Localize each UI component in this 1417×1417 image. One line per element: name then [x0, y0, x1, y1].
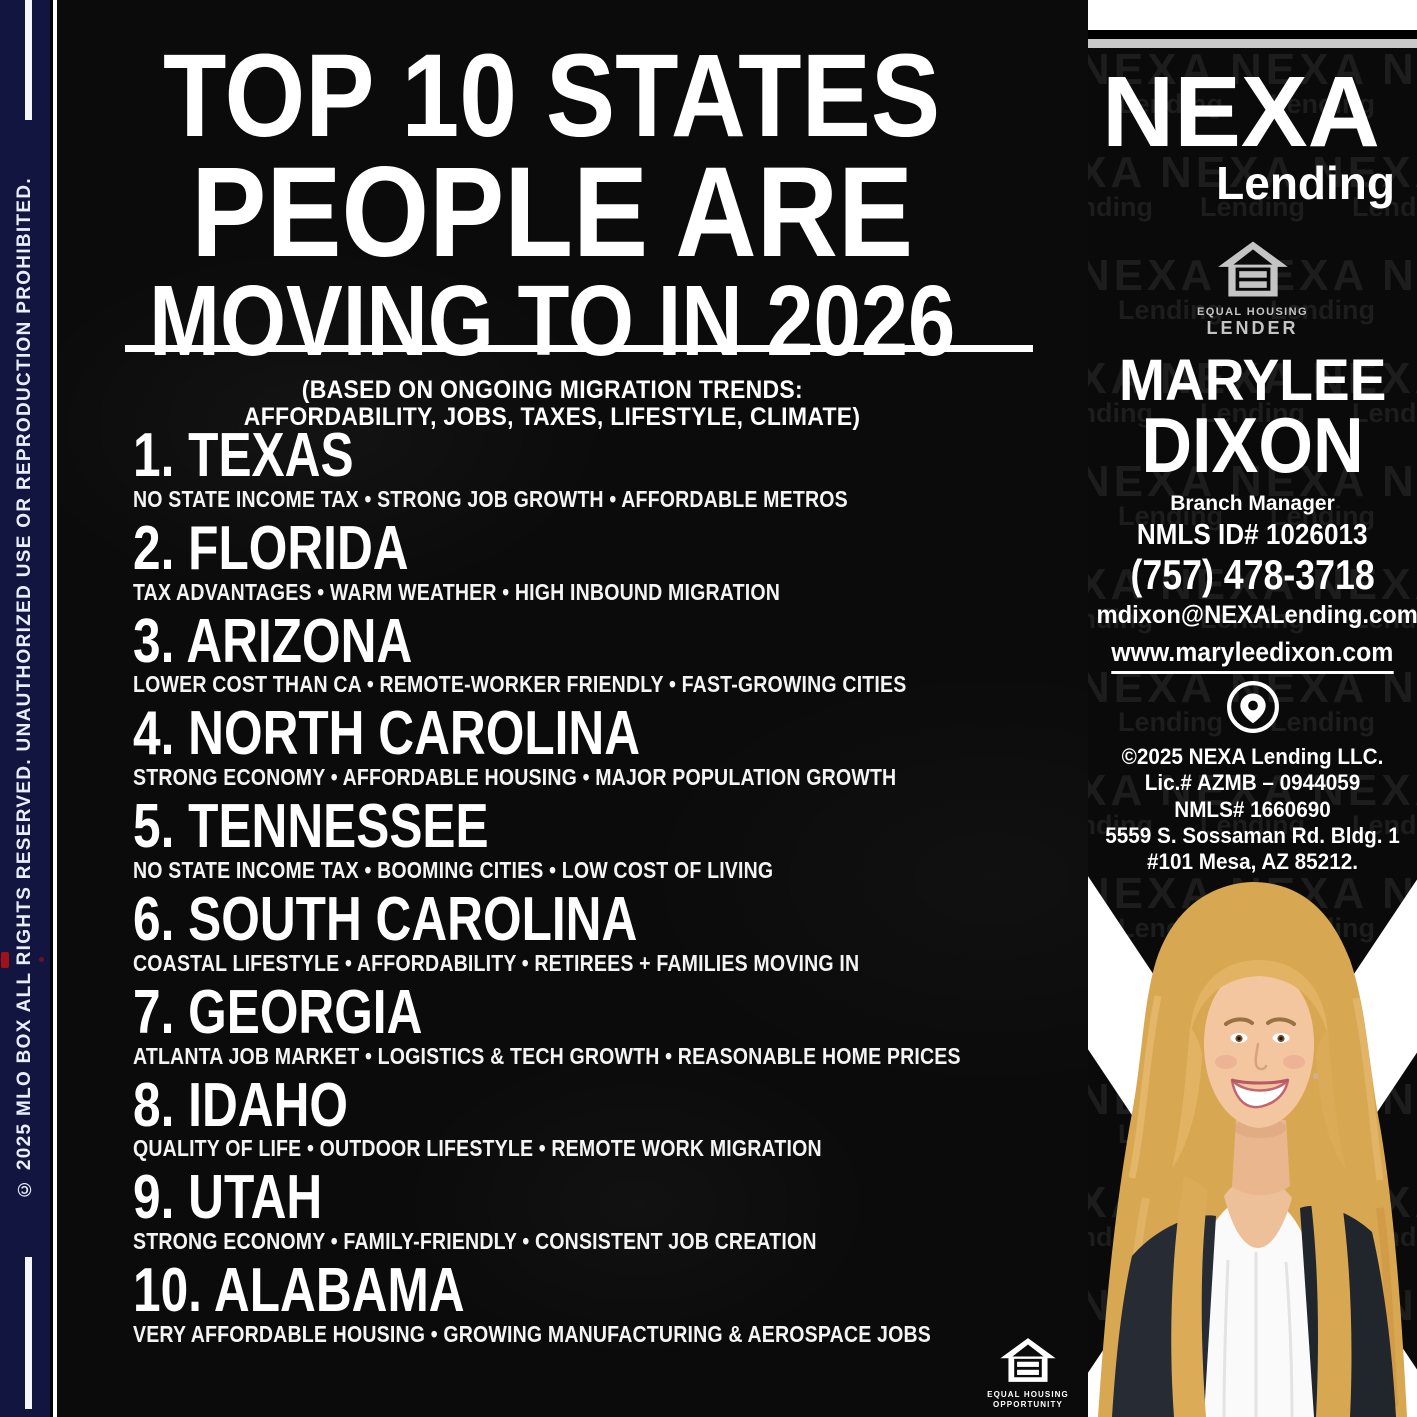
title-line-3: MOVING TO IN 2026	[148, 264, 956, 377]
state-name: 10. ALABAMA	[133, 1256, 465, 1326]
strip-white-separator	[53, 0, 57, 1417]
house-equals-icon	[1000, 1338, 1056, 1382]
state-details: COASTAL LIFESTYLE • AFFORDABILITY • RETI…	[133, 949, 860, 976]
list-item: 5. TENNESSEE NO STATE INCOME TAX • BOOMI…	[133, 792, 1063, 883]
brand-sub: Lending	[1216, 157, 1395, 209]
company-line-4: 5559 S. Sossaman Rd. Bldg. 1	[1105, 822, 1400, 848]
location-pin-wrap	[1088, 680, 1417, 739]
state-name: 1. TEXAS	[133, 421, 354, 490]
title-line-2: PEOPLE ARE	[191, 141, 913, 285]
sidebar-top-white-band	[1088, 0, 1417, 30]
red-accent-mark	[1, 952, 9, 968]
list-item: 2. FLORIDA TAX ADVANTAGES • WARM WEATHER…	[133, 513, 1063, 605]
equal-housing-lender-badge: EQUAL HOUSING LENDER	[1088, 240, 1417, 339]
list-item: 10. ALABAMA VERY AFFORDABLE HOUSING • GR…	[133, 1256, 1063, 1347]
title-underline	[125, 345, 1033, 352]
list-item: 6. SOUTH CAROLINA COASTAL LIFESTYLE • AF…	[133, 884, 1063, 976]
state-details: QUALITY OF LIFE • OUTDOOR LIFESTYLE • RE…	[133, 1135, 822, 1162]
ehl-label-line2: LENDER	[1206, 318, 1299, 338]
company-info: ©2025 NEXA Lending LLC. Lic.# AZMB – 094…	[1088, 744, 1417, 876]
state-details: ATLANTA JOB MARKET • LOGISTICS & TECH GR…	[133, 1042, 961, 1069]
state-name: 6. SOUTH CAROLINA	[133, 884, 638, 954]
agent-email[interactable]: mdixon@NEXALending.com	[1096, 601, 1417, 629]
state-name: 7. GEORGIA	[133, 977, 423, 1047]
state-name: 3. ARIZONA	[133, 606, 413, 676]
red-accent-dot	[39, 957, 44, 962]
state-details: VERY AFFORDABLE HOUSING • GROWING MANUFA…	[133, 1320, 931, 1347]
state-name: 9. UTAH	[133, 1163, 323, 1233]
state-details: NO STATE INCOME TAX • STRONG JOB GROWTH …	[133, 485, 848, 512]
agent-last-name: DIXON	[1141, 401, 1364, 489]
portrait	[1098, 882, 1407, 1417]
poster-subtitle: (BASED ON ONGOING MIGRATION TRENDS: AFFO…	[57, 377, 1047, 431]
list-item: 8. IDAHO QUALITY OF LIFE • OUTDOOR LIFES…	[133, 1070, 1063, 1162]
left-copyright-bar: © 2025 MLO BOX ALL RIGHTS RESERVED. UNAU…	[0, 0, 50, 1417]
strip-divider-top	[25, 0, 32, 120]
agent-first-name: MARYLEE	[1118, 348, 1387, 413]
states-list: 1. TEXAS NO STATE INCOME TAX • STRONG JO…	[133, 421, 1063, 1356]
sidebar-gray-band	[1088, 39, 1417, 48]
title-line-1: TOP 10 STATES	[163, 30, 941, 162]
brand-name: NEXA	[1102, 56, 1380, 168]
ehl-label-line1: EQUAL HOUSING	[1197, 306, 1308, 318]
equal-housing-opportunity-logo: EQUAL HOUSING OPPORTUNITY	[985, 1337, 1071, 1411]
list-item: 1. TEXAS NO STATE INCOME TAX • STRONG JO…	[133, 421, 1063, 512]
strip-divider-bottom	[25, 1257, 32, 1409]
list-item: 7. GEORGIA ATLANTA JOB MARKET • LOGISTIC…	[133, 977, 1063, 1069]
state-name: 5. TENNESSEE	[133, 792, 489, 862]
list-item: 4. NORTH CAROLINA STRONG ECONOMY • AFFOR…	[133, 699, 1063, 791]
eho-label: EQUAL HOUSING OPPORTUNITY	[987, 1390, 1069, 1410]
agent-nmls-id: NMLS ID# 1026013	[1137, 519, 1368, 551]
agent-photo	[1088, 876, 1417, 1417]
state-details: NO STATE INCOME TAX • BOOMING CITIES • L…	[133, 856, 774, 883]
house-equals-icon	[1217, 241, 1288, 297]
state-name: 8. IDAHO	[133, 1070, 348, 1140]
strip-gap	[50, 0, 53, 1417]
subtitle-line-2: AFFORDABILITY, JOBS, TAXES, LIFESTYLE, C…	[243, 403, 861, 431]
subtitle-line-1: (BASED ON ONGOING MIGRATION TRENDS:	[301, 376, 803, 404]
state-name: 2. FLORIDA	[133, 513, 409, 583]
copyright-vertical-text-wrap: © 2025 MLO BOX ALL RIGHTS RESERVED. UNAU…	[0, 128, 50, 1248]
state-details: STRONG ECONOMY • FAMILY-FRIENDLY • CONSI…	[133, 1228, 817, 1255]
copyright-vertical-text: © 2025 MLO BOX ALL RIGHTS RESERVED. UNAU…	[14, 177, 35, 1199]
company-line-3: NMLS# 1660690	[1174, 796, 1331, 822]
poster-title: TOP 10 STATES PEOPLE ARE MOVING TO IN 20…	[57, 30, 1047, 377]
state-name: 4. NORTH CAROLINA	[133, 699, 641, 769]
state-details: STRONG ECONOMY • AFFORDABLE HOUSING • MA…	[133, 764, 897, 791]
company-line-5: #101 Mesa, AZ 85212.	[1147, 849, 1358, 875]
sidebar-black-band	[1088, 30, 1417, 39]
agent-website-link[interactable]: www.maryleedixon.com	[1088, 637, 1417, 674]
agent-job-title: Branch Manager	[1170, 492, 1335, 515]
main-content: TOP 10 STATES PEOPLE ARE MOVING TO IN 20…	[57, 0, 1088, 1417]
brand-sidebar: NEXALendingNEXALendingNEXALendingNEXALen…	[1088, 0, 1417, 1417]
company-line-2: Lic.# AZMB – 0944059	[1144, 770, 1361, 796]
state-details: LOWER COST THAN CA • REMOTE-WORKER FRIEN…	[133, 671, 907, 698]
state-details: TAX ADVANTAGES • WARM WEATHER • HIGH INB…	[133, 578, 780, 605]
list-item: 9. UTAH STRONG ECONOMY • FAMILY-FRIENDLY…	[133, 1163, 1063, 1255]
company-line-1: ©2025 NEXA Lending LLC.	[1121, 744, 1384, 769]
list-item: 3. ARIZONA LOWER COST THAN CA • REMOTE-W…	[133, 606, 1063, 698]
map-pin-icon	[1226, 681, 1279, 733]
agent-phone[interactable]: (757) 478-3718	[1130, 551, 1375, 598]
